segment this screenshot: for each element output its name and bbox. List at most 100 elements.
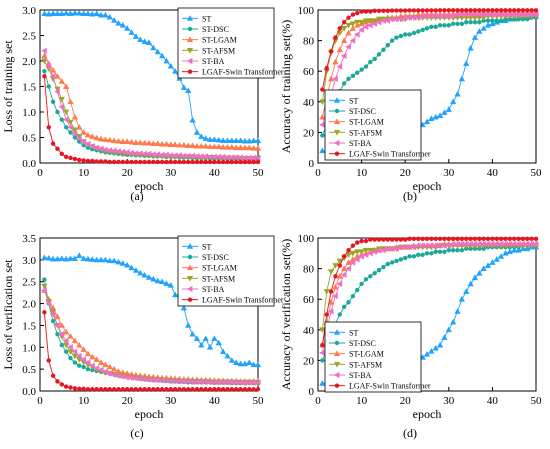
data-point-st bbox=[423, 118, 431, 125]
data-point-st-ba bbox=[349, 259, 356, 266]
data-point-st-dsc bbox=[411, 30, 417, 36]
data-point-lgaf-swin-transformer bbox=[381, 237, 386, 242]
data-point-st bbox=[76, 9, 83, 16]
data-point-lgaf-swin-transformer bbox=[520, 236, 526, 241]
y-tick-label: 1.0 bbox=[22, 107, 36, 119]
data-point-lgaf-swin-transformer bbox=[81, 386, 86, 392]
data-point-st bbox=[215, 339, 222, 346]
data-point-st-ba bbox=[362, 23, 369, 30]
data-point-lgaf-swin-transformer bbox=[212, 387, 217, 392]
data-point-st-ba bbox=[54, 88, 60, 95]
x-axis-label: epoch bbox=[135, 179, 164, 193]
data-point-st bbox=[137, 36, 144, 42]
data-point-st-ba bbox=[345, 43, 351, 50]
data-point-st bbox=[102, 256, 109, 263]
data-point-st-ba bbox=[58, 103, 65, 111]
data-point-st-lgam bbox=[319, 113, 326, 120]
series-st-ba bbox=[41, 287, 261, 386]
data-point-lgaf-swin-transformer bbox=[186, 159, 191, 165]
data-point-st bbox=[241, 137, 249, 144]
data-point-st bbox=[319, 380, 326, 386]
data-point-lgaf-swin-transformer bbox=[212, 159, 217, 165]
data-point-lgaf-swin-transformer bbox=[220, 159, 226, 165]
data-point-st-dsc bbox=[50, 318, 56, 324]
data-point-st-ba bbox=[410, 244, 417, 251]
data-point-st bbox=[71, 255, 78, 261]
x-axis-label: epoch bbox=[413, 407, 442, 421]
data-point-st-lgam bbox=[145, 139, 153, 146]
data-point-st-dsc bbox=[446, 23, 451, 28]
legend-label: ST-AFSM bbox=[202, 274, 235, 283]
data-point-st-ba bbox=[349, 37, 356, 44]
data-point-st bbox=[202, 135, 209, 141]
data-point-st-lgam bbox=[128, 138, 135, 145]
data-point-lgaf-swin-transformer bbox=[187, 297, 193, 302]
y-tick-label: 0 bbox=[309, 386, 315, 398]
data-point-st-afsm bbox=[333, 361, 341, 368]
data-point-lgaf-swin-transformer bbox=[490, 8, 495, 13]
data-point-lgaf-swin-transformer bbox=[416, 8, 421, 13]
x-tick-label: 20 bbox=[400, 167, 412, 179]
data-point-lgaf-swin-transformer bbox=[103, 159, 108, 164]
panel-label: (a) bbox=[130, 189, 143, 203]
data-point-st bbox=[163, 57, 170, 64]
x-tick-label: 0 bbox=[37, 395, 43, 407]
data-point-lgaf-swin-transformer bbox=[507, 236, 513, 241]
data-point-st bbox=[493, 256, 500, 262]
data-point-lgaf-swin-transformer bbox=[159, 159, 165, 165]
x-tick-label: 0 bbox=[315, 395, 321, 407]
data-point-lgaf-swin-transformer bbox=[63, 384, 69, 389]
data-point-lgaf-swin-transformer bbox=[151, 159, 156, 165]
data-point-st bbox=[89, 256, 96, 262]
data-point-st-dsc bbox=[350, 293, 356, 299]
legend-label: LGAF-Swin Transformer bbox=[349, 150, 431, 159]
data-point-lgaf-swin-transformer bbox=[437, 236, 443, 241]
data-point-st-dsc bbox=[355, 287, 360, 293]
data-point-st-dsc bbox=[42, 277, 47, 282]
data-point-st bbox=[132, 267, 140, 273]
data-point-st-lgam bbox=[180, 141, 187, 148]
data-point-st-ba bbox=[340, 271, 347, 278]
y-tick-label: 0.5 bbox=[22, 133, 36, 145]
data-point-st-ba bbox=[45, 300, 52, 307]
data-point-st-ba bbox=[397, 16, 404, 23]
data-point-st-afsm bbox=[71, 127, 78, 134]
data-point-lgaf-swin-transformer bbox=[42, 74, 47, 79]
data-point-st-lgam bbox=[241, 144, 249, 151]
data-point-lgaf-swin-transformer bbox=[234, 387, 239, 392]
data-point-st bbox=[467, 45, 474, 51]
legend-label: ST-BA bbox=[349, 371, 372, 380]
data-point-st-dsc bbox=[420, 252, 425, 258]
data-point-lgaf-swin-transformer bbox=[459, 236, 465, 241]
data-point-st-dsc bbox=[363, 64, 369, 69]
data-point-st bbox=[141, 38, 148, 45]
data-point-lgaf-swin-transformer bbox=[138, 159, 143, 165]
data-point-lgaf-swin-transformer bbox=[363, 9, 369, 14]
x-tick-label: 40 bbox=[209, 395, 221, 407]
data-point-st bbox=[202, 335, 209, 341]
data-point-st bbox=[228, 357, 235, 363]
data-point-st-ba bbox=[76, 135, 82, 142]
data-point-st-dsc bbox=[381, 47, 386, 52]
data-point-st bbox=[436, 112, 444, 118]
data-point-st bbox=[80, 255, 87, 261]
data-point-lgaf-swin-transformer bbox=[59, 382, 64, 387]
y-axis-label: Accuracy of training set(%) bbox=[279, 20, 293, 154]
data-point-st-dsc bbox=[472, 20, 478, 25]
data-point-st bbox=[84, 10, 92, 16]
data-point-st bbox=[80, 10, 87, 16]
data-point-st bbox=[250, 137, 257, 143]
data-point-lgaf-swin-transformer bbox=[72, 156, 78, 162]
data-point-st bbox=[58, 255, 65, 261]
data-point-st-dsc bbox=[77, 363, 82, 368]
data-point-st-lgam bbox=[163, 140, 170, 147]
data-point-lgaf-swin-transformer bbox=[155, 159, 160, 165]
data-point-st bbox=[45, 254, 52, 261]
data-point-lgaf-swin-transformer bbox=[503, 8, 508, 13]
data-point-lgaf-swin-transformer bbox=[503, 236, 508, 241]
data-point-st-lgam bbox=[327, 75, 335, 82]
data-point-lgaf-swin-transformer bbox=[442, 8, 447, 13]
data-point-st bbox=[154, 48, 161, 55]
x-tick-label: 10 bbox=[78, 395, 90, 407]
data-point-st-lgam bbox=[246, 144, 253, 151]
